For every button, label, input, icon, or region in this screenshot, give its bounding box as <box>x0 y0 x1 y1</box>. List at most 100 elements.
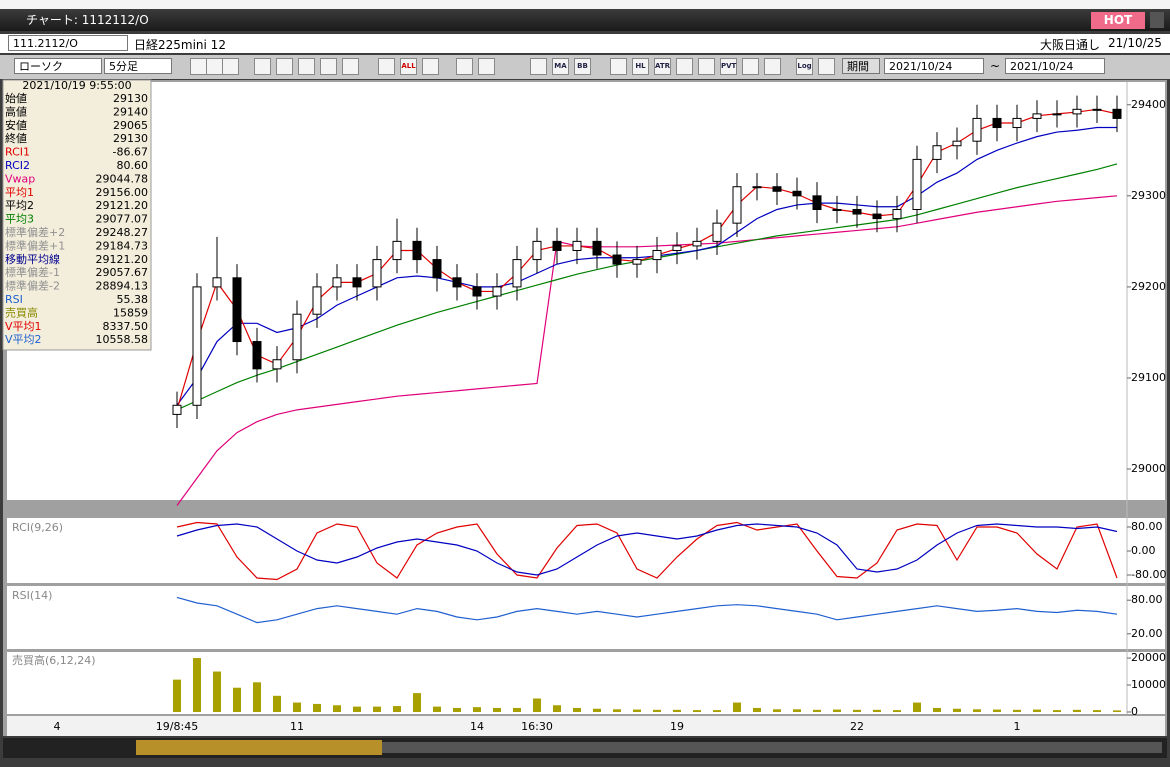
candle-body <box>772 186 782 192</box>
candle-body <box>992 117 1002 129</box>
volume-bar <box>793 709 801 712</box>
tool-icon[interactable]: ATR <box>654 58 671 75</box>
tool-icon[interactable]: Log <box>796 58 813 75</box>
candle-body <box>552 240 562 251</box>
tool-icon[interactable] <box>478 58 495 75</box>
candle-body <box>572 240 582 251</box>
candle-body <box>652 249 662 261</box>
volume-bar <box>593 708 601 712</box>
toolbar: ローソク 5分足 期間 2021/10/24 ~ 2021/10/24 ALL M… <box>0 55 1170 79</box>
tool-icon[interactable] <box>320 58 337 75</box>
candle-body <box>312 286 322 315</box>
candle-body <box>752 186 762 189</box>
info-value: 10558.58 <box>96 333 149 346</box>
chart-style-select[interactable]: ローソク <box>14 58 102 74</box>
y-tick-label: 80.00 <box>1131 520 1163 533</box>
tool-icon[interactable] <box>190 58 207 75</box>
info-value: 29248.27 <box>96 226 149 239</box>
volume-bar <box>333 705 341 712</box>
info-label: RCI1 <box>5 146 30 159</box>
tool-icon[interactable] <box>276 58 293 75</box>
interval-select[interactable]: 5分足 <box>104 58 172 74</box>
info-value: 29156.00 <box>96 186 149 199</box>
x-tick-label: 14 <box>470 720 484 733</box>
info-value: 29044.78 <box>96 172 149 185</box>
symbol-input[interactable]: 111.2112/O <box>8 35 128 51</box>
volume-bar <box>453 707 461 712</box>
info-value: 15859 <box>113 306 148 319</box>
x-tick-label: 4 <box>54 720 61 733</box>
info-value: 29184.73 <box>96 239 149 252</box>
volume-bar <box>233 687 241 712</box>
tool-icon[interactable] <box>422 58 439 75</box>
tool-icon[interactable]: HL <box>632 58 649 75</box>
volume-bar <box>253 682 261 712</box>
volume-bar <box>413 693 421 712</box>
volume-bar <box>973 709 981 712</box>
candle-body <box>512 259 522 288</box>
volume-bar <box>613 709 621 712</box>
y-tick-label: 29100 <box>1131 371 1166 384</box>
info-value: 29065 <box>113 119 148 132</box>
tool-icon[interactable]: ALL <box>400 58 417 75</box>
volume-bar <box>313 703 321 712</box>
volume-bar <box>873 709 881 712</box>
volume-bar <box>573 707 581 712</box>
to-date[interactable]: 2021/10/24 <box>1005 58 1105 74</box>
scroll-track <box>382 742 1162 753</box>
symbol-name: 日経225mini 12 <box>134 38 226 52</box>
period-button[interactable]: 期間 <box>842 58 880 74</box>
tool-icon[interactable] <box>298 58 315 75</box>
tool-icon[interactable] <box>676 58 693 75</box>
tool-icon[interactable] <box>818 58 835 75</box>
info-value: 28894.13 <box>96 280 149 293</box>
price-panel <box>7 82 1165 500</box>
volume-bar <box>533 698 541 712</box>
tool-icon[interactable] <box>610 58 627 75</box>
tool-icon[interactable]: BB <box>574 58 591 75</box>
volume-bar <box>693 710 701 712</box>
volume-bar <box>493 707 501 712</box>
title-bar: チャート: 1112112/O HOT <box>0 10 1170 31</box>
volume-bar <box>1073 709 1081 712</box>
volume-bar <box>713 710 721 712</box>
panel-label: RCI(9,26) <box>12 521 63 534</box>
tool-icon[interactable] <box>254 58 271 75</box>
y-tick-label: 29400 <box>1131 98 1166 111</box>
scroll-thumb[interactable] <box>136 740 382 755</box>
info-label: 平均3 <box>5 213 34 226</box>
candle-body <box>672 245 682 251</box>
volume-bar <box>753 707 761 712</box>
candle-body <box>1072 108 1082 115</box>
info-label: 平均2 <box>5 199 34 212</box>
info-label: 標準偏差-2 <box>5 279 60 293</box>
close-button[interactable] <box>1150 12 1164 28</box>
volume-bar <box>1013 709 1021 712</box>
tool-icon[interactable] <box>378 58 395 75</box>
info-value: 80.60 <box>117 159 149 172</box>
plot: 始値 29130 高値 29140 安値 29065 終値 29130 RCI1 -86.67 RC… <box>5 91 1166 733</box>
tool-icon[interactable] <box>742 58 759 75</box>
tool-icon[interactable] <box>222 58 239 75</box>
tool-icon[interactable] <box>530 58 547 75</box>
candle-body <box>1092 108 1102 111</box>
tool-icon[interactable]: PVT <box>720 58 737 75</box>
tool-icon[interactable] <box>764 58 781 75</box>
hot-badge[interactable]: HOT <box>1091 12 1145 29</box>
candle-body <box>612 254 622 265</box>
info-label: 平均1 <box>5 186 34 199</box>
candle-body <box>392 240 402 261</box>
tool-icon[interactable] <box>698 58 715 75</box>
tool-icon[interactable] <box>206 58 223 75</box>
tool-icon[interactable] <box>456 58 473 75</box>
tool-icon[interactable]: MA <box>552 58 569 75</box>
candle-body <box>252 341 262 370</box>
from-date[interactable]: 2021/10/24 <box>884 58 984 74</box>
series-line <box>176 195 1118 506</box>
tool-icon[interactable] <box>342 58 359 75</box>
y-tick-label: 0.00 <box>1131 544 1156 557</box>
volume-bar <box>993 709 1001 712</box>
symbol-row: 111.2112/O 日経225mini 12 大阪日通し 21/10/25 <box>0 34 1170 53</box>
